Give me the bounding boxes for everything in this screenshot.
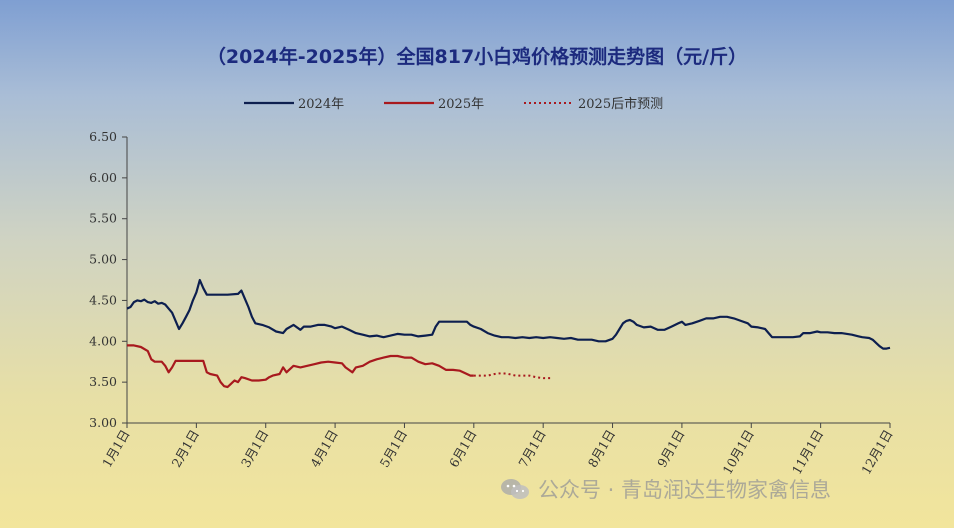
y-tick-label: 4.50 bbox=[89, 292, 117, 307]
x-tick-label: 10月1日 bbox=[719, 427, 756, 477]
legend: 2024年 2025年 2025后市预测 bbox=[244, 96, 663, 112]
x-tick-label: 8月1日 bbox=[585, 427, 618, 470]
watermark-text: 公众号 · 青岛润达生物家禽信息 bbox=[538, 478, 832, 502]
y-tick-label: 3.00 bbox=[89, 415, 117, 430]
x-tick-label: 3月1日 bbox=[238, 427, 271, 470]
x-tick-label: 1月1日 bbox=[99, 427, 132, 470]
x-tick-label: 6月1日 bbox=[446, 427, 479, 470]
watermark: 公众号 · 青岛润达生物家禽信息 bbox=[500, 474, 831, 504]
y-tick-label: 5.50 bbox=[89, 211, 117, 226]
x-tick-label: 12月1日 bbox=[858, 427, 895, 477]
y-tick-label: 6.50 bbox=[89, 129, 117, 144]
chart-title: （2024年-2025年）全国817小白鸡价格预测走势图（元/斤） bbox=[207, 45, 747, 68]
x-tick-label: 9月1日 bbox=[654, 427, 687, 470]
series-line-2 bbox=[473, 372, 551, 380]
x-tick-label: 4月1日 bbox=[307, 427, 340, 470]
wechat-icon bbox=[501, 479, 529, 499]
y-tick-label: 3.50 bbox=[89, 374, 117, 389]
x-tick-label: 5月1日 bbox=[377, 427, 410, 470]
x-tick-label: 2月1日 bbox=[169, 427, 202, 470]
legend-label: 2024年 bbox=[298, 97, 344, 112]
y-tick-label: 4.00 bbox=[89, 333, 117, 348]
series-line-0 bbox=[126, 278, 891, 350]
x-tick-label: 7月1日 bbox=[515, 427, 548, 470]
series-line-1 bbox=[127, 344, 474, 389]
y-tick-label: 5.00 bbox=[89, 252, 117, 267]
series-group bbox=[126, 278, 891, 389]
x-tick-label: 11月1日 bbox=[789, 427, 826, 477]
legend-label: 2025年 bbox=[438, 97, 484, 112]
legend-label: 2025后市预测 bbox=[578, 96, 663, 112]
y-tick-label: 6.00 bbox=[89, 170, 117, 185]
